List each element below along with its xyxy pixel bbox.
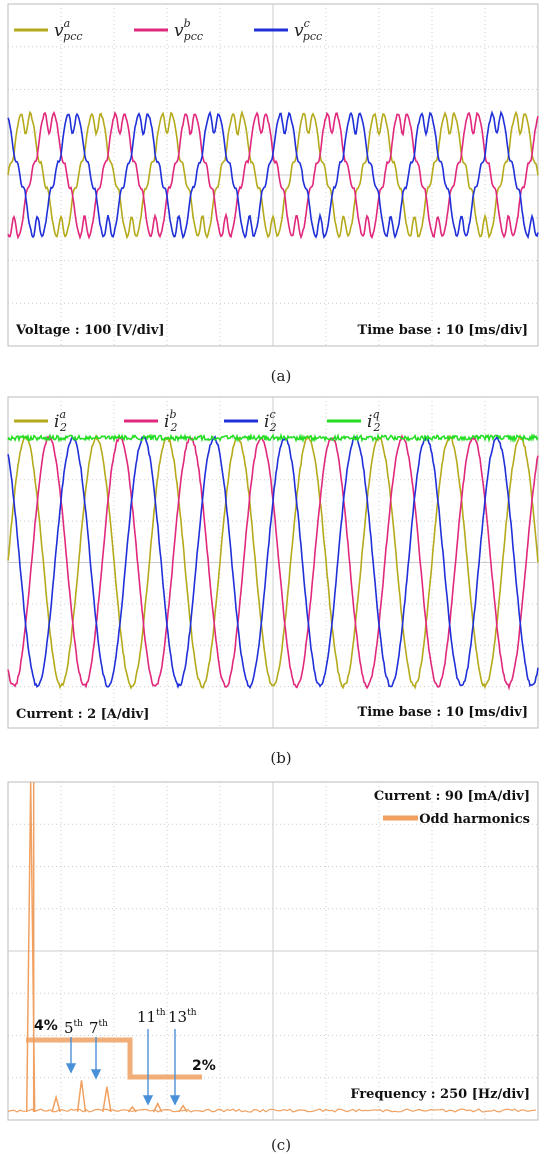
legend-label-vpcc-a: va pcc: [54, 17, 83, 43]
caption-c: (c): [271, 1136, 291, 1154]
panel-a-grid: [8, 4, 538, 346]
panel-b-scale-note: Current : 2 [A/div]: [16, 707, 149, 722]
limit-label-2pct: 2%: [192, 1058, 216, 1074]
panel-b: ia 2 ib 2 ic 2 iq 2 Current : 2 [A/div] Time…: [7, 396, 539, 729]
panel-a-traces: [7, 109, 539, 241]
panel-b-time-note: Time base : 10 [ms/div]: [358, 705, 528, 720]
arrowhead-11th: [142, 1095, 154, 1106]
legend-label-vpcc-b: vb pcc: [174, 17, 203, 43]
trace-vpcc-a: [7, 109, 539, 240]
harmonic-peak-order-9: [127, 1105, 137, 1113]
harmonic-label-11th: 11th: [137, 1008, 166, 1026]
spectrum-noise-floor: [7, 1108, 537, 1113]
trace-vpcc-c: [7, 110, 539, 240]
legend-label-odd-harmonics: Odd harmonics: [419, 812, 530, 827]
trace-i2-q: [7, 432, 539, 444]
trace-i2-c: [7, 434, 539, 690]
harmonic-arrows: [65, 1029, 181, 1106]
harmonic-peak-order-5: [76, 1080, 87, 1113]
arrowhead-7th: [90, 1069, 102, 1080]
legend-label-i2-a: ia 2: [54, 408, 67, 434]
harmonic-label-7th: 7th: [89, 1019, 108, 1037]
panel-a-scale-note: Voltage : 100 [V/div]: [15, 323, 165, 338]
panel-c-spectrum: [7, 781, 537, 1113]
caption-b: (b): [270, 749, 291, 767]
legend-label-i2-q: iq 2: [367, 408, 380, 434]
legend-label-vpcc-c: vc pcc: [294, 17, 322, 43]
panel-b-grid: [8, 397, 538, 728]
harmonic-label-5th: 5th: [64, 1019, 83, 1037]
arrowhead-13th: [169, 1095, 181, 1106]
legend-label-i2-b: ib 2: [164, 408, 177, 434]
harmonic-label-13th: 13th: [168, 1008, 197, 1026]
panel-c-grid: [8, 782, 538, 1120]
panel-b-traces: [7, 432, 539, 691]
panel-a-time-note: Time base : 10 [ms/div]: [358, 323, 528, 338]
panel-b-legend: ia 2 ib 2 ic 2 iq 2: [14, 408, 380, 434]
harmonic-peak-order-7: [102, 1086, 112, 1113]
panel-c: 4% 2% 5th 7th 11th 13th Current : 90 [mA…: [7, 781, 539, 1121]
harmonic-limit-line: [26, 1037, 202, 1080]
legend-label-i2-c: ic 2: [264, 408, 277, 434]
limit-label-4pct: 4%: [34, 1018, 58, 1034]
harmonic-peak-order-13: [178, 1104, 188, 1113]
harmonic-peak-order-3: [51, 1094, 61, 1113]
panel-a-legend: va pcc vb pcc vc pcc: [14, 17, 322, 43]
panel-a: va pcc vb pcc vc pcc Voltage : 100 [V/div] …: [7, 3, 539, 347]
panel-c-scale-note: Current : 90 [mA/div]: [374, 789, 530, 804]
harmonic-peak-order-11: [153, 1101, 163, 1113]
arrowhead-5th: [65, 1063, 77, 1074]
panel-c-freq-note: Frequency : 250 [Hz/div]: [350, 1087, 530, 1102]
caption-a: (a): [271, 367, 292, 385]
